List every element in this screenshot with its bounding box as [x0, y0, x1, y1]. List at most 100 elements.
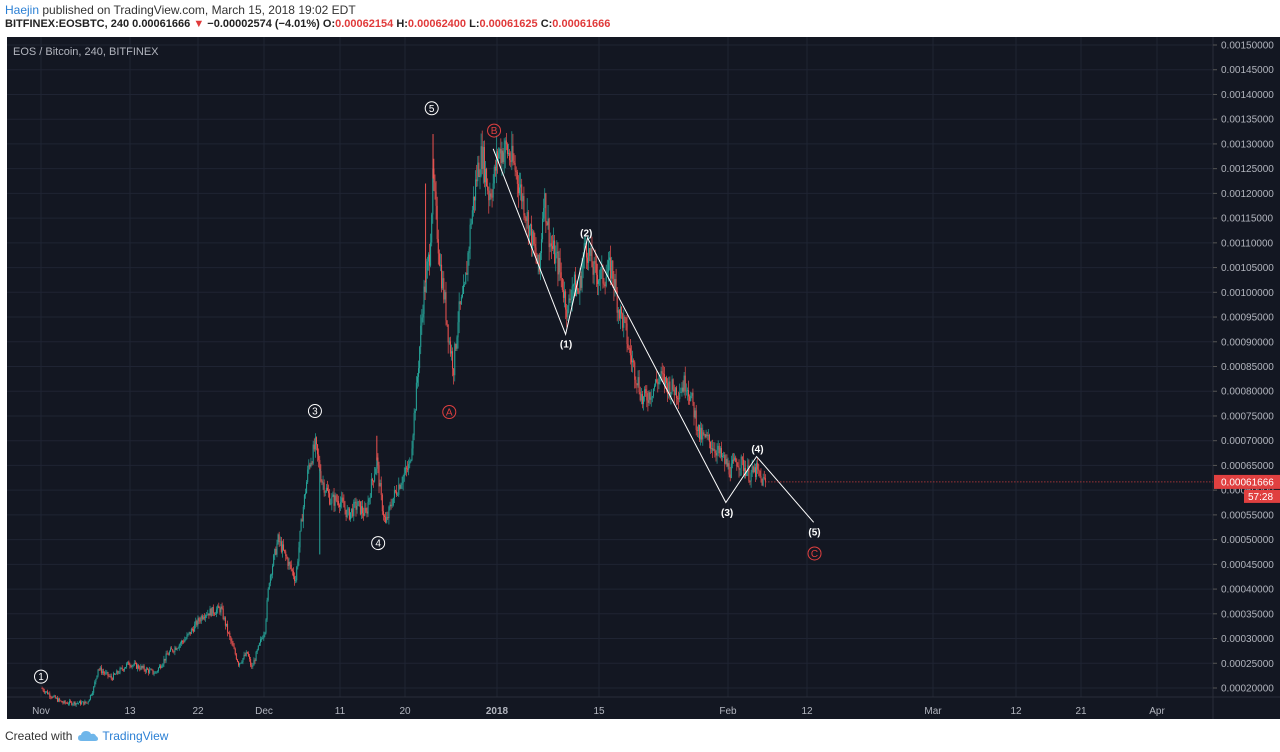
- candle-body: [396, 491, 398, 495]
- candle-body: [87, 701, 89, 703]
- candle-body: [524, 215, 526, 219]
- candle-body: [254, 660, 256, 662]
- candle-body: [567, 305, 569, 318]
- x-tick-label: 22: [192, 706, 204, 717]
- tradingview-brand[interactable]: TradingView: [78, 729, 168, 743]
- candle-body: [88, 699, 90, 702]
- candle-body: [672, 379, 674, 390]
- candle-body: [720, 448, 722, 457]
- candle-body: [182, 641, 184, 642]
- candle-body: [393, 490, 395, 498]
- candle-body: [408, 464, 410, 470]
- candle-body: [289, 562, 291, 565]
- y-tick-label: 0.00140000: [1221, 90, 1274, 101]
- candle-body: [376, 457, 378, 469]
- candle-body: [695, 410, 697, 430]
- candle-body: [667, 383, 669, 394]
- chart-frame[interactable]: 0.00150000 0.00145000 0.00140000 0.00135000…: [7, 37, 1280, 719]
- candle-body: [298, 547, 300, 562]
- candle-body: [584, 243, 586, 245]
- candle-body: [705, 434, 707, 438]
- candle-body: [284, 549, 286, 552]
- candle-body: [741, 456, 743, 460]
- candle-body: [418, 368, 420, 377]
- candle-body: [407, 468, 409, 470]
- y-tick-label: 0.00120000: [1221, 189, 1274, 200]
- candle-body: [729, 474, 731, 478]
- candle-body: [735, 457, 737, 462]
- y-tick-label: 0.00105000: [1221, 263, 1274, 274]
- candle-body: [95, 678, 97, 682]
- candle-body: [708, 435, 710, 442]
- candle-body: [479, 175, 481, 177]
- price-chart[interactable]: 0.00150000 0.00145000 0.00140000 0.00135000…: [7, 37, 1280, 719]
- y-tick-label: 0.00135000: [1221, 115, 1274, 126]
- candle-body: [480, 146, 482, 176]
- candle-body: [717, 445, 719, 450]
- candle-body: [579, 275, 581, 294]
- author-link[interactable]: Haejin: [5, 3, 40, 17]
- candle-body: [401, 483, 403, 486]
- candle-body: [423, 286, 425, 314]
- candle-body: [475, 179, 477, 201]
- candle-body: [532, 231, 534, 249]
- candle-body: [582, 256, 584, 269]
- candle-body: [448, 341, 450, 343]
- candle-body: [488, 190, 490, 201]
- candle-body: [700, 427, 702, 440]
- candle-body: [215, 614, 217, 615]
- candle-body: [243, 654, 245, 659]
- candle-body: [44, 691, 46, 693]
- candle-body: [64, 700, 66, 703]
- candle-body: [382, 511, 384, 516]
- candle-body: [656, 379, 658, 382]
- candle-body: [108, 675, 110, 677]
- candle-body: [517, 183, 519, 194]
- candle-body: [227, 623, 229, 633]
- candle-body: [351, 508, 353, 513]
- candle-body: [380, 483, 382, 495]
- y-tick-label: 0.00080000: [1221, 387, 1274, 398]
- candle-body: [611, 260, 613, 279]
- candle-body: [177, 647, 179, 649]
- candle-body: [251, 665, 253, 667]
- candle-body: [550, 243, 552, 247]
- candle-body: [213, 613, 215, 615]
- candle-body: [516, 172, 518, 184]
- candle-body: [633, 360, 635, 363]
- candle-body: [73, 701, 75, 705]
- candle-body: [164, 658, 166, 661]
- elliott-wave-line: [492, 148, 815, 523]
- candle-body: [444, 292, 446, 300]
- candle-body: [743, 468, 745, 471]
- candle-body: [283, 544, 285, 550]
- wave-label: C: [811, 549, 818, 560]
- candle-body: [414, 410, 416, 413]
- candle-body: [585, 243, 587, 258]
- candle-body: [319, 460, 321, 472]
- candle-body: [673, 389, 675, 396]
- candle-body: [405, 467, 407, 469]
- candle-body: [285, 551, 287, 557]
- candle-body: [570, 299, 572, 301]
- candle-body: [349, 512, 351, 520]
- candle-body: [616, 290, 618, 313]
- candle-body: [43, 690, 45, 693]
- candle-body: [758, 469, 760, 471]
- candle-body: [150, 669, 152, 671]
- candle-body: [644, 389, 646, 397]
- candle-body: [277, 534, 279, 544]
- candle-body: [572, 284, 574, 287]
- candle-body: [422, 313, 424, 318]
- candle-body: [403, 473, 405, 477]
- candle-body: [425, 270, 427, 293]
- candle-body: [122, 669, 124, 671]
- candle-body: [435, 191, 437, 206]
- countdown-tag: [1244, 489, 1280, 503]
- candle-body: [363, 513, 365, 516]
- candle-body: [223, 617, 225, 620]
- candle-body: [394, 490, 396, 492]
- candle-body: [459, 301, 461, 305]
- candle-body: [739, 468, 741, 470]
- candle-body: [127, 661, 129, 664]
